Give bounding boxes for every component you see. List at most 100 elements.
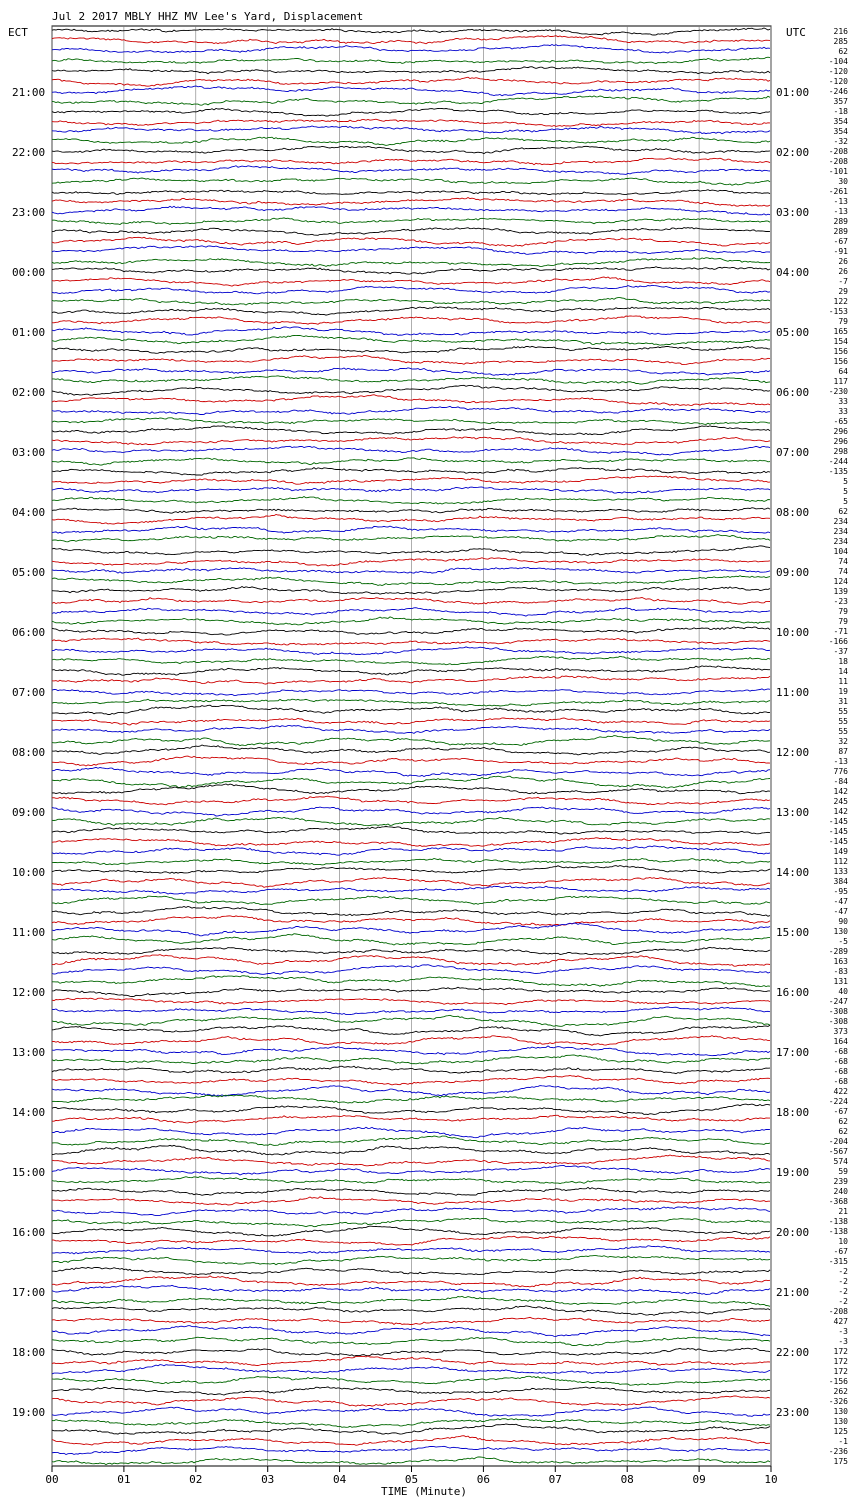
right-hour-label: 14:00 [776,866,809,879]
trace-offset-label: 62 [838,1127,848,1136]
trace-offset-label: -308 [829,1017,848,1026]
left-hour-label: 17:00 [12,1286,45,1299]
trace-line [51,655,771,666]
right-hour-label: 06:00 [776,386,809,399]
trace-line [51,394,771,406]
left-hour-label: 18:00 [12,1346,45,1359]
trace-line [51,445,771,456]
right-hour-label: 07:00 [776,446,809,459]
trace-line [51,1325,771,1337]
trace-offset-label: -32 [834,137,849,146]
trace-offset-label: -91 [834,247,849,256]
trace-line [51,1347,771,1357]
trace-offset-label: -135 [829,467,848,476]
trace-line [51,1103,771,1115]
trace-line [51,417,771,425]
trace-line [51,806,771,817]
trace-line [51,783,771,795]
trace-line [51,1375,771,1386]
trace-line [51,367,771,376]
trace-line [51,1423,771,1435]
left-hour-label: 04:00 [12,506,45,519]
trace-offset-label: 234 [834,527,849,536]
trace-offset-label: 87 [838,747,848,756]
trace-line [51,1154,771,1167]
trace-line [51,525,771,534]
trace-offset-label: 5 [843,477,848,486]
trace-line [51,997,771,1006]
trace-offset-label: 357 [834,97,849,106]
trace-line [51,755,771,767]
trace-offset-label: -236 [829,1447,848,1456]
trace-line [51,1135,771,1146]
trace-line [51,1165,771,1176]
left-hour-label: 09:00 [12,806,45,819]
trace-offset-label: -13 [834,197,849,206]
trace-line [51,1126,771,1139]
trace-line [51,66,771,75]
trace-offset-label: -13 [834,207,849,216]
trace-offset-label: -68 [834,1057,849,1066]
trace-offset-label: 384 [834,877,849,886]
trace-offset-label: 156 [834,347,849,356]
trace-line [51,1336,771,1347]
trace-line [51,43,771,54]
trace-line [51,704,771,715]
trace-offset-label: -3 [838,1327,848,1336]
trace-line [51,457,771,466]
left-hour-label: 23:00 [12,206,45,219]
right-hour-label: 03:00 [776,206,809,219]
right-hour-label: 10:00 [776,626,809,639]
trace-offset-label: -244 [829,457,848,466]
trace-line [51,906,771,917]
trace-offset-label: 19 [838,687,848,696]
trace-line [51,1075,771,1086]
trace-offset-label: -67 [834,1247,849,1256]
left-hour-label: 19:00 [12,1406,45,1419]
trace-line [51,257,771,267]
trace-offset-label: 10 [838,1237,848,1246]
left-hour-label: 02:00 [12,386,45,399]
trace-line [51,637,771,646]
label-group: 00 01 02 03 04 05 06 07 08 09 10 21:00 22:00 23:00 00:… [12,27,848,1486]
left-hour-label: 14:00 [12,1106,45,1119]
left-hour-label: 16:00 [12,1226,45,1239]
trace-offset-label: 117 [834,377,849,386]
trace-offset-label: 149 [834,847,849,856]
trace-offset-label: -289 [829,947,848,956]
x-tick-label: 10 [764,1473,777,1486]
trace-line [51,297,771,306]
trace-line [51,858,771,866]
right-hour-label: 12:00 [776,746,809,759]
trace-offset-label: 5 [843,497,848,506]
trace-offset-label: -2 [838,1287,848,1296]
trace-line [51,1094,771,1104]
trace-line [51,76,771,87]
trace-offset-label: 574 [834,1157,849,1166]
trace-offset-label: -2 [838,1267,848,1276]
trace-line [51,575,771,586]
trace-offset-label: -230 [829,387,848,396]
trace-offset-label: -145 [829,837,848,846]
trace-offset-label: 79 [838,607,848,616]
trace-line [51,766,771,778]
trace-line [51,507,771,514]
left-hour-label: 15:00 [12,1166,45,1179]
trace-offset-label: -67 [834,1107,849,1116]
trace-line [51,1225,771,1237]
trace-line [51,1006,771,1016]
trace-offset-label: -120 [829,67,848,76]
trace-offset-label: 172 [834,1347,849,1356]
trace-line [51,136,771,146]
trace-line [51,205,771,216]
trace-line [51,585,771,595]
trace-line [51,698,771,707]
trace-offset-label: 139 [834,587,849,596]
trace-line [51,567,771,574]
trace-offset-label: -204 [829,1137,848,1146]
right-hour-label: 01:00 [776,86,809,99]
trace-offset-label: 154 [834,337,849,346]
trace-offset-label: -37 [834,647,849,656]
trace-line [51,315,771,325]
right-hour-label: 22:00 [776,1346,809,1359]
